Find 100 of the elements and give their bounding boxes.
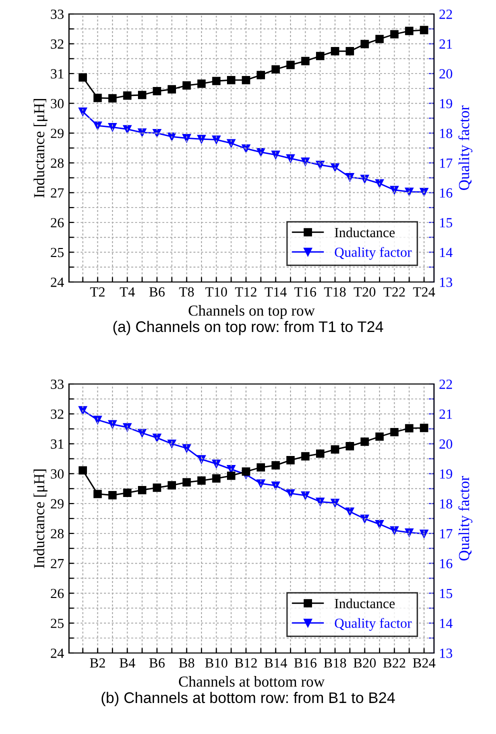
y2-tick-label: 15: [440, 218, 452, 228]
x-tick-label: T2: [90, 287, 105, 296]
point: [138, 90, 146, 100]
y-tick-label: 26: [50, 588, 64, 598]
point: [346, 47, 354, 56]
point: [272, 481, 280, 490]
point: [212, 460, 220, 468]
y2-tick-label: 13: [440, 278, 452, 287]
legend-label: Inductance: [334, 598, 395, 608]
x-tick-label: T24: [413, 287, 436, 296]
point: [197, 476, 206, 485]
x-tick-label: B6: [149, 658, 165, 668]
point: [182, 134, 191, 142]
point: [197, 80, 206, 88]
point: [316, 52, 324, 60]
y-tick-label: 32: [50, 410, 64, 419]
point: [405, 424, 414, 432]
point: [346, 173, 354, 182]
point: [330, 445, 340, 454]
y2-tick-label: 16: [440, 188, 452, 198]
y2-tick-label: 19: [440, 469, 452, 479]
y-tick-label: 31: [50, 69, 64, 79]
point: [390, 186, 399, 194]
point: [286, 456, 295, 464]
point: [108, 94, 117, 102]
point: [375, 520, 384, 528]
x-tick-label: T20: [354, 287, 376, 297]
legend-label: Quality factor: [334, 618, 412, 631]
y2-tick-label: 22: [439, 380, 452, 389]
point: [390, 30, 399, 38]
y-tick-label: 32: [50, 39, 64, 49]
x-tick-label: B24: [412, 658, 436, 668]
x-tick-label: B16: [294, 658, 317, 668]
y2-tick-label: 15: [440, 588, 452, 598]
x-tick-label: T18: [324, 287, 346, 297]
y-axis-title: Inductance [μH]: [34, 99, 48, 198]
x-tick-label: B12: [234, 658, 257, 668]
point: [168, 481, 176, 490]
y2-axis-title: Quality factor: [458, 476, 472, 561]
point: [375, 432, 384, 441]
point: [301, 491, 310, 500]
point: [123, 423, 132, 432]
point: [78, 406, 87, 414]
point: [123, 125, 132, 134]
point: [256, 479, 266, 488]
point: [316, 498, 324, 506]
y-tick-label: 27: [50, 188, 64, 198]
point: [78, 73, 87, 82]
point: [168, 85, 176, 94]
x-tick-label: B22: [383, 658, 406, 668]
point: [301, 56, 310, 66]
point: [242, 76, 250, 84]
point: [182, 81, 191, 90]
point: [405, 26, 414, 36]
x-tick-label: T12: [235, 287, 256, 296]
x-tick-label: T14: [264, 287, 287, 296]
x-tick-label: B20: [354, 658, 376, 668]
point: [108, 122, 117, 132]
x-tick-label: B18: [324, 658, 346, 668]
text: (b) Channels at bottom row: from B1 to B24: [102, 692, 395, 706]
point: [375, 34, 384, 44]
point: [272, 150, 280, 160]
x-axis-title: Channels on top row: [188, 305, 315, 319]
point: [256, 70, 266, 80]
point: [227, 139, 236, 148]
y2-tick-label: 18: [440, 128, 452, 138]
point: [93, 490, 102, 498]
point: [212, 474, 220, 483]
point: [108, 491, 117, 500]
y-tick-label: 30: [50, 98, 64, 108]
point: [93, 94, 102, 102]
point: [152, 434, 162, 442]
y-tick-label: 27: [50, 558, 64, 568]
point: [152, 86, 162, 96]
point: [138, 428, 146, 438]
y2-tick-label: 14: [440, 248, 453, 258]
y-tick-label: 28: [50, 158, 64, 168]
y2-tick-label: 20: [439, 69, 452, 79]
y-tick-label: 33: [50, 10, 64, 19]
x-tick-label: T4: [120, 287, 135, 296]
point: [272, 65, 280, 74]
point: [346, 507, 354, 516]
legend-label: Inductance: [334, 227, 395, 238]
point: [138, 486, 146, 494]
point: [108, 420, 117, 429]
point: [405, 188, 414, 196]
y-axis-title: Inductance [μH]: [34, 470, 48, 568]
y-tick-label: 28: [50, 529, 64, 538]
point: [227, 472, 236, 480]
point: [301, 452, 310, 460]
point: [286, 60, 295, 70]
point: [182, 478, 191, 486]
y2-tick-label: 19: [440, 98, 452, 108]
y-tick-label: 25: [50, 618, 64, 628]
point: [330, 163, 340, 172]
point: [212, 135, 220, 144]
y2-tick-label: 17: [440, 529, 452, 538]
point: [420, 424, 428, 432]
y-tick-label: 25: [50, 248, 64, 258]
y2-tick-label: 14: [440, 618, 453, 628]
